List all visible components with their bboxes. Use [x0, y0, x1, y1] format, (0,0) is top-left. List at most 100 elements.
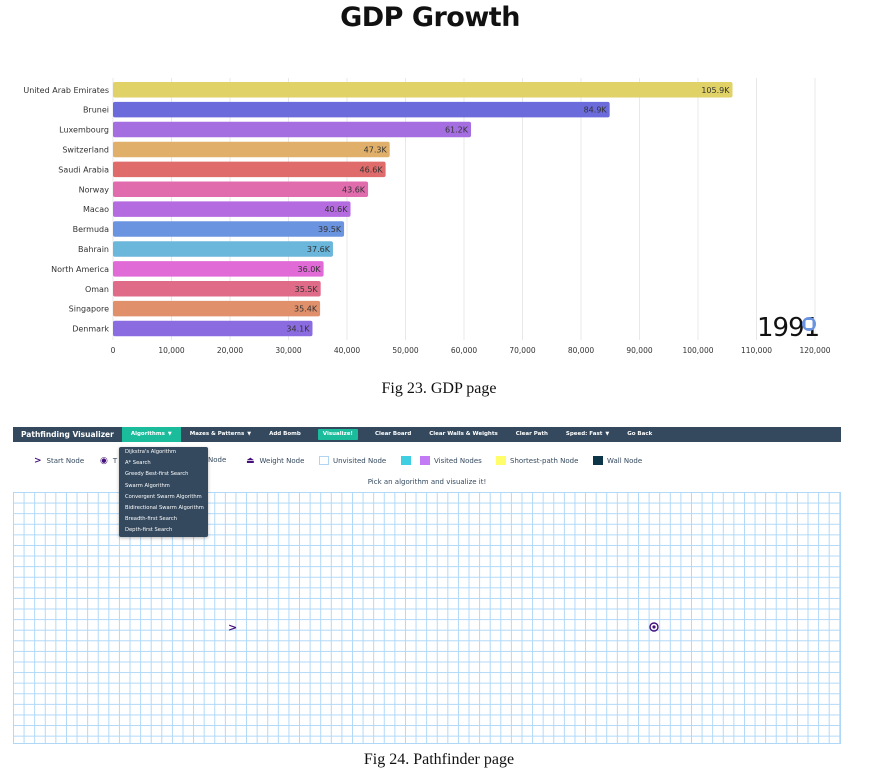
category-label: Singapore: [69, 305, 109, 314]
bar: [113, 320, 313, 337]
chart-x-axis: 0 10,000 20,000 30,000 40,000 50,000 60,000 70,…: [111, 346, 831, 355]
x-tick-label: 80,000: [568, 346, 594, 355]
category-label: United Arab Emirates: [23, 86, 109, 95]
target-node-icon[interactable]: [649, 622, 659, 632]
legend-unvisited: Unvisited Node: [319, 456, 386, 465]
x-tick-label: 120,000: [799, 346, 830, 355]
category-label: Denmark: [72, 325, 109, 334]
clear-walls-button[interactable]: Clear Walls & Weights: [429, 431, 498, 437]
bar: [113, 261, 324, 277]
legend-visited: Visited Nodes: [401, 456, 482, 465]
figure-caption-pathfinder: Fig 24. Pathfinder page: [363, 751, 515, 768]
x-tick-label: 40,000: [334, 346, 360, 355]
legend-shortest-label: Shortest-path Node: [510, 456, 579, 465]
year-marker-icon: [802, 317, 816, 331]
app-brand[interactable]: Pathfinding Visualizer: [21, 430, 114, 439]
category-label: Oman: [85, 285, 109, 294]
add-bomb-button[interactable]: Add Bomb: [269, 431, 301, 437]
bar-value-label: 35.5K: [295, 285, 319, 294]
bar-value-label: 61.2K: [445, 126, 469, 135]
clear-board-button[interactable]: Clear Board: [374, 431, 412, 437]
bar: [113, 161, 386, 178]
bar: [113, 300, 321, 317]
caret-down-icon: ▼: [247, 431, 252, 437]
gdp-chart-title: GDP Growth: [340, 2, 520, 33]
bar-value-label: 46.6K: [360, 165, 384, 174]
legend-shortest: Shortest-path Node: [496, 456, 578, 465]
legend-start-label: Start Node: [46, 457, 85, 465]
caret-down-icon: ▼: [167, 431, 172, 437]
bar: [113, 181, 369, 197]
figure-caption-gdp: Fig 23. GDP page: [381, 380, 497, 397]
speed-menu[interactable]: Speed: Fast ▼: [557, 427, 618, 442]
algorithm-option[interactable]: Greedy Best-first Search: [125, 471, 189, 478]
chart-bars: United Arab Emirates 105.9K Brunei 84.9K Lux…: [23, 82, 733, 337]
legend-target-label: T: [112, 457, 118, 465]
bar: [113, 101, 610, 118]
bar-value-label: 40.6K: [324, 205, 348, 214]
bar-value-label: 35.4K: [294, 305, 318, 314]
x-tick-label: 50,000: [392, 346, 418, 355]
caret-down-icon: ▼: [605, 431, 610, 437]
bar: [113, 241, 333, 257]
x-tick-label: 30,000: [275, 346, 301, 355]
pathfinding-grid[interactable]: [13, 492, 841, 744]
start-node-icon[interactable]: >: [228, 621, 238, 634]
pathfinder-navbar: Pathfinding Visualizer Algorithms ▼ Mazes…: [13, 427, 841, 442]
bar-value-label: 105.9K: [701, 86, 730, 95]
x-tick-label: 90,000: [626, 346, 652, 355]
x-tick-label: 10,000: [158, 346, 184, 355]
algorithms-dropdown: Dijkstra's Algorithm A* Search Greedy Best…: [119, 447, 208, 537]
visited-swatch-blue: [401, 456, 411, 465]
visualize-button[interactable]: Visualize!: [317, 429, 358, 440]
clear-path-button[interactable]: Clear Path: [515, 431, 548, 437]
shortest-swatch: [496, 456, 506, 465]
go-back-button[interactable]: Go Back: [627, 431, 653, 437]
legend-wall-label: Wall Node: [607, 456, 643, 465]
algorithms-menu[interactable]: Algorithms ▼: [121, 427, 181, 442]
bar: [113, 82, 733, 98]
algorithm-option[interactable]: Bidirectional Swarm Algorithm: [125, 504, 204, 511]
gdp-bar-chart: United Arab Emirates 105.9K Brunei 84.9K Lux…: [23, 78, 831, 355]
algorithm-option[interactable]: Breadth-first Search: [125, 516, 178, 523]
legend-target: ◉ T: [100, 456, 117, 466]
x-tick-label: 20,000: [217, 346, 243, 355]
wall-swatch: [593, 456, 603, 465]
algorithm-option[interactable]: Depth-first Search: [125, 527, 173, 534]
algorithm-option[interactable]: Dijkstra's Algorithm: [125, 449, 177, 455]
status-message: Pick an algorithm and visualize it!: [367, 478, 487, 486]
bar: [113, 201, 351, 217]
legend-start: > Start Node: [34, 456, 84, 466]
category-label: Bahrain: [78, 245, 109, 254]
target-icon: ◉: [100, 456, 108, 466]
category-label: Norway: [79, 185, 110, 194]
legend-visited-label: Visited Nodes: [434, 456, 482, 465]
bar: [113, 121, 472, 138]
chevron-right-icon: >: [34, 456, 42, 466]
bar: [113, 281, 321, 297]
category-label: Saudi Arabia: [58, 165, 109, 174]
weight-icon: ⏏: [246, 456, 255, 466]
bar-value-label: 47.3K: [364, 145, 388, 154]
bar-value-label: 39.5K: [318, 225, 342, 234]
node-legend: > Start Node ◉ T Node ⏏ Weight Node Unvi…: [34, 454, 834, 468]
algorithm-option[interactable]: Swarm Algorithm: [125, 482, 170, 489]
bar-value-label: 84.9K: [584, 106, 608, 115]
mazes-menu[interactable]: Mazes & Patterns ▼: [181, 427, 260, 442]
category-label: Bermuda: [73, 225, 110, 234]
category-label: Switzerland: [62, 145, 109, 154]
visited-swatch-purple: [420, 456, 430, 465]
bar-value-label: 37.6K: [307, 245, 331, 254]
x-tick-label: 100,000: [682, 346, 713, 355]
x-tick-label: 70,000: [509, 346, 535, 355]
algorithms-menu-label: Algorithms: [130, 431, 165, 437]
legend-target-suffix: Node: [208, 456, 227, 464]
legend-unvisited-label: Unvisited Node: [333, 456, 387, 465]
algorithm-option[interactable]: Convergent Swarm Algorithm: [125, 493, 202, 500]
algorithm-option[interactable]: A* Search: [125, 460, 151, 467]
bar: [113, 221, 345, 237]
x-tick-label: 60,000: [451, 346, 477, 355]
category-label: Macao: [83, 205, 109, 214]
speed-menu-label: Speed: Fast: [565, 431, 603, 437]
legend-weight-label: Weight Node: [259, 457, 305, 465]
